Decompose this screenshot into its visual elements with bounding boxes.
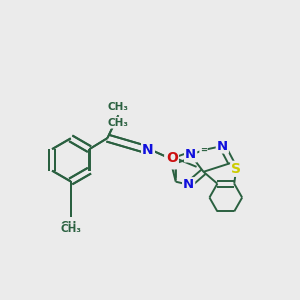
Text: N: N: [142, 143, 154, 157]
Text: N: N: [165, 155, 176, 168]
Text: O: O: [166, 151, 178, 165]
Text: N: N: [217, 140, 228, 152]
Text: CH₃: CH₃: [108, 118, 129, 128]
Text: N: N: [185, 148, 196, 161]
Text: O: O: [166, 151, 178, 165]
Text: N: N: [142, 142, 154, 156]
Text: =: =: [200, 146, 207, 154]
Text: CH₃: CH₃: [60, 224, 81, 234]
Text: CH₃: CH₃: [60, 221, 81, 231]
Text: S: S: [231, 162, 241, 176]
Text: N: N: [183, 178, 194, 191]
Text: CH₃: CH₃: [108, 102, 129, 112]
